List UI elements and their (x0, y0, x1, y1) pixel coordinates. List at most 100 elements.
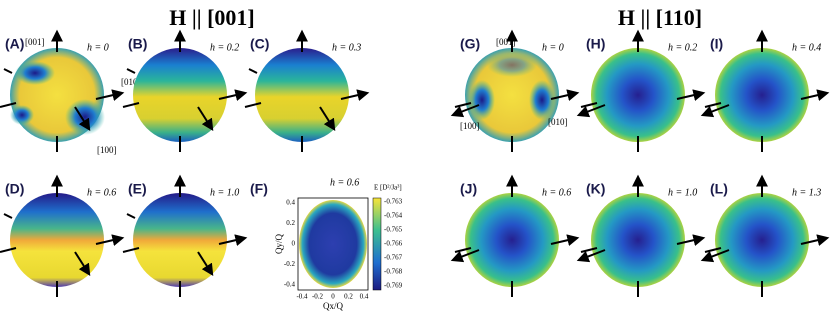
axis-arrow (122, 102, 140, 108)
axis-arrow (340, 89, 370, 102)
left-title: H || [001] (169, 5, 254, 30)
colorbar-tick-label: -0.764 (384, 212, 403, 220)
axis-label: [010] (121, 77, 141, 87)
axis-arrow (700, 249, 730, 263)
axis-arrow (197, 106, 214, 132)
axis-arrow (550, 234, 580, 247)
axis-arrow (676, 89, 706, 102)
sphere-shade (65, 99, 105, 135)
sphere-shade (487, 53, 537, 77)
axis-arrow (218, 89, 248, 102)
y-axis-label: Qy/Q (274, 234, 284, 255)
panel-label: (I) (710, 36, 723, 52)
field-label: h = 0.6 (542, 187, 571, 198)
axis-arrow (3, 68, 13, 74)
y-tick-label: -0.4 (284, 281, 296, 289)
sphere (465, 193, 559, 287)
field-label: h = 1.0 (668, 187, 697, 198)
colorbar (372, 197, 382, 291)
axis-label: [100] (460, 121, 480, 131)
field-label: h = 1.3 (792, 187, 821, 198)
field-label: h = 0 (542, 42, 564, 53)
axis-arrow (244, 102, 262, 108)
sphere-shade (15, 61, 55, 85)
colorbar-tick-label: -0.767 (384, 254, 403, 262)
panel-label: (J) (460, 181, 477, 197)
sphere-shade (469, 80, 495, 120)
colorbar-tick-label: -0.768 (384, 268, 403, 276)
panel-label: (B) (128, 36, 147, 52)
field-label: h = 0.6 (330, 177, 359, 188)
x-tick-label: -0.2 (312, 293, 324, 301)
axis-arrow (122, 247, 140, 253)
axis-label: [001] (496, 37, 516, 47)
panel-label: (G) (460, 36, 480, 52)
x-tick-label: -0.4 (296, 293, 308, 301)
axis-arrow (550, 89, 580, 102)
colorbar-tick-label: -0.769 (384, 282, 403, 290)
colorbar-label: E [D²/Ja³] (374, 184, 402, 192)
field-label: h = 0.4 (792, 42, 821, 53)
axis-arrow (800, 234, 830, 247)
right-title: H || [110] (618, 5, 702, 30)
sphere (715, 193, 809, 287)
axis-arrow (126, 213, 136, 219)
field-label: h = 0 (87, 42, 109, 53)
axis-arrow (95, 234, 125, 247)
x-axis-label: Qx/Q (323, 301, 344, 311)
axis-arrow (700, 104, 730, 118)
sphere (255, 48, 349, 142)
field-label: h = 1.0 (210, 187, 239, 198)
colorbar-tick-label: -0.766 (384, 240, 403, 248)
energy-map (299, 200, 367, 288)
axis-arrow (74, 251, 91, 277)
axis-arrow (576, 104, 606, 118)
axis-label: [100] (97, 145, 117, 155)
axis-arrow (3, 213, 13, 219)
x-tick-label: 0.2 (344, 293, 353, 301)
sphere (591, 193, 685, 287)
axis-label: [010] (548, 117, 568, 127)
field-label: h = 0.2 (668, 42, 697, 53)
colorbar-tick-label: -0.763 (384, 198, 403, 206)
axis-arrow (248, 68, 258, 74)
field-label: h = 0.3 (332, 42, 361, 53)
y-tick-label: -0.2 (284, 260, 296, 268)
sphere (591, 48, 685, 142)
axis-arrow (676, 234, 706, 247)
panel-label: (H) (586, 36, 605, 52)
axis-arrow (450, 249, 480, 263)
panel-label: (F) (250, 181, 268, 197)
sphere (133, 48, 227, 142)
panel-label: (A) (5, 36, 24, 52)
y-tick-label: 0.2 (286, 219, 295, 227)
sphere (465, 48, 559, 142)
sphere (10, 193, 104, 287)
sphere (133, 193, 227, 287)
panel-label: (D) (5, 181, 24, 197)
field-label: h = 0.6 (87, 187, 116, 198)
axis-arrow (0, 247, 17, 253)
panel-label: (E) (128, 181, 147, 197)
sphere-shade (529, 80, 555, 120)
axis-arrow (218, 234, 248, 247)
axis-arrow (95, 89, 125, 102)
axis-arrow (0, 102, 17, 108)
sphere-shade (10, 105, 34, 125)
panel-label: (L) (710, 181, 728, 197)
axis-label: [001] (25, 37, 45, 47)
colorbar-tick-label: -0.765 (384, 226, 403, 234)
axis-arrow (319, 106, 336, 132)
axis-arrow (800, 89, 830, 102)
y-tick-label: 0.4 (286, 199, 295, 207)
x-tick-label: 0 (331, 293, 335, 301)
y-tick-label: 0 (292, 240, 296, 248)
sphere (715, 48, 809, 142)
axis-arrow (126, 68, 136, 74)
panel-label: (K) (586, 181, 605, 197)
axis-arrow (450, 104, 480, 118)
axis-arrow (197, 251, 214, 277)
axis-arrow (74, 106, 91, 132)
field-label: h = 0.2 (210, 42, 239, 53)
